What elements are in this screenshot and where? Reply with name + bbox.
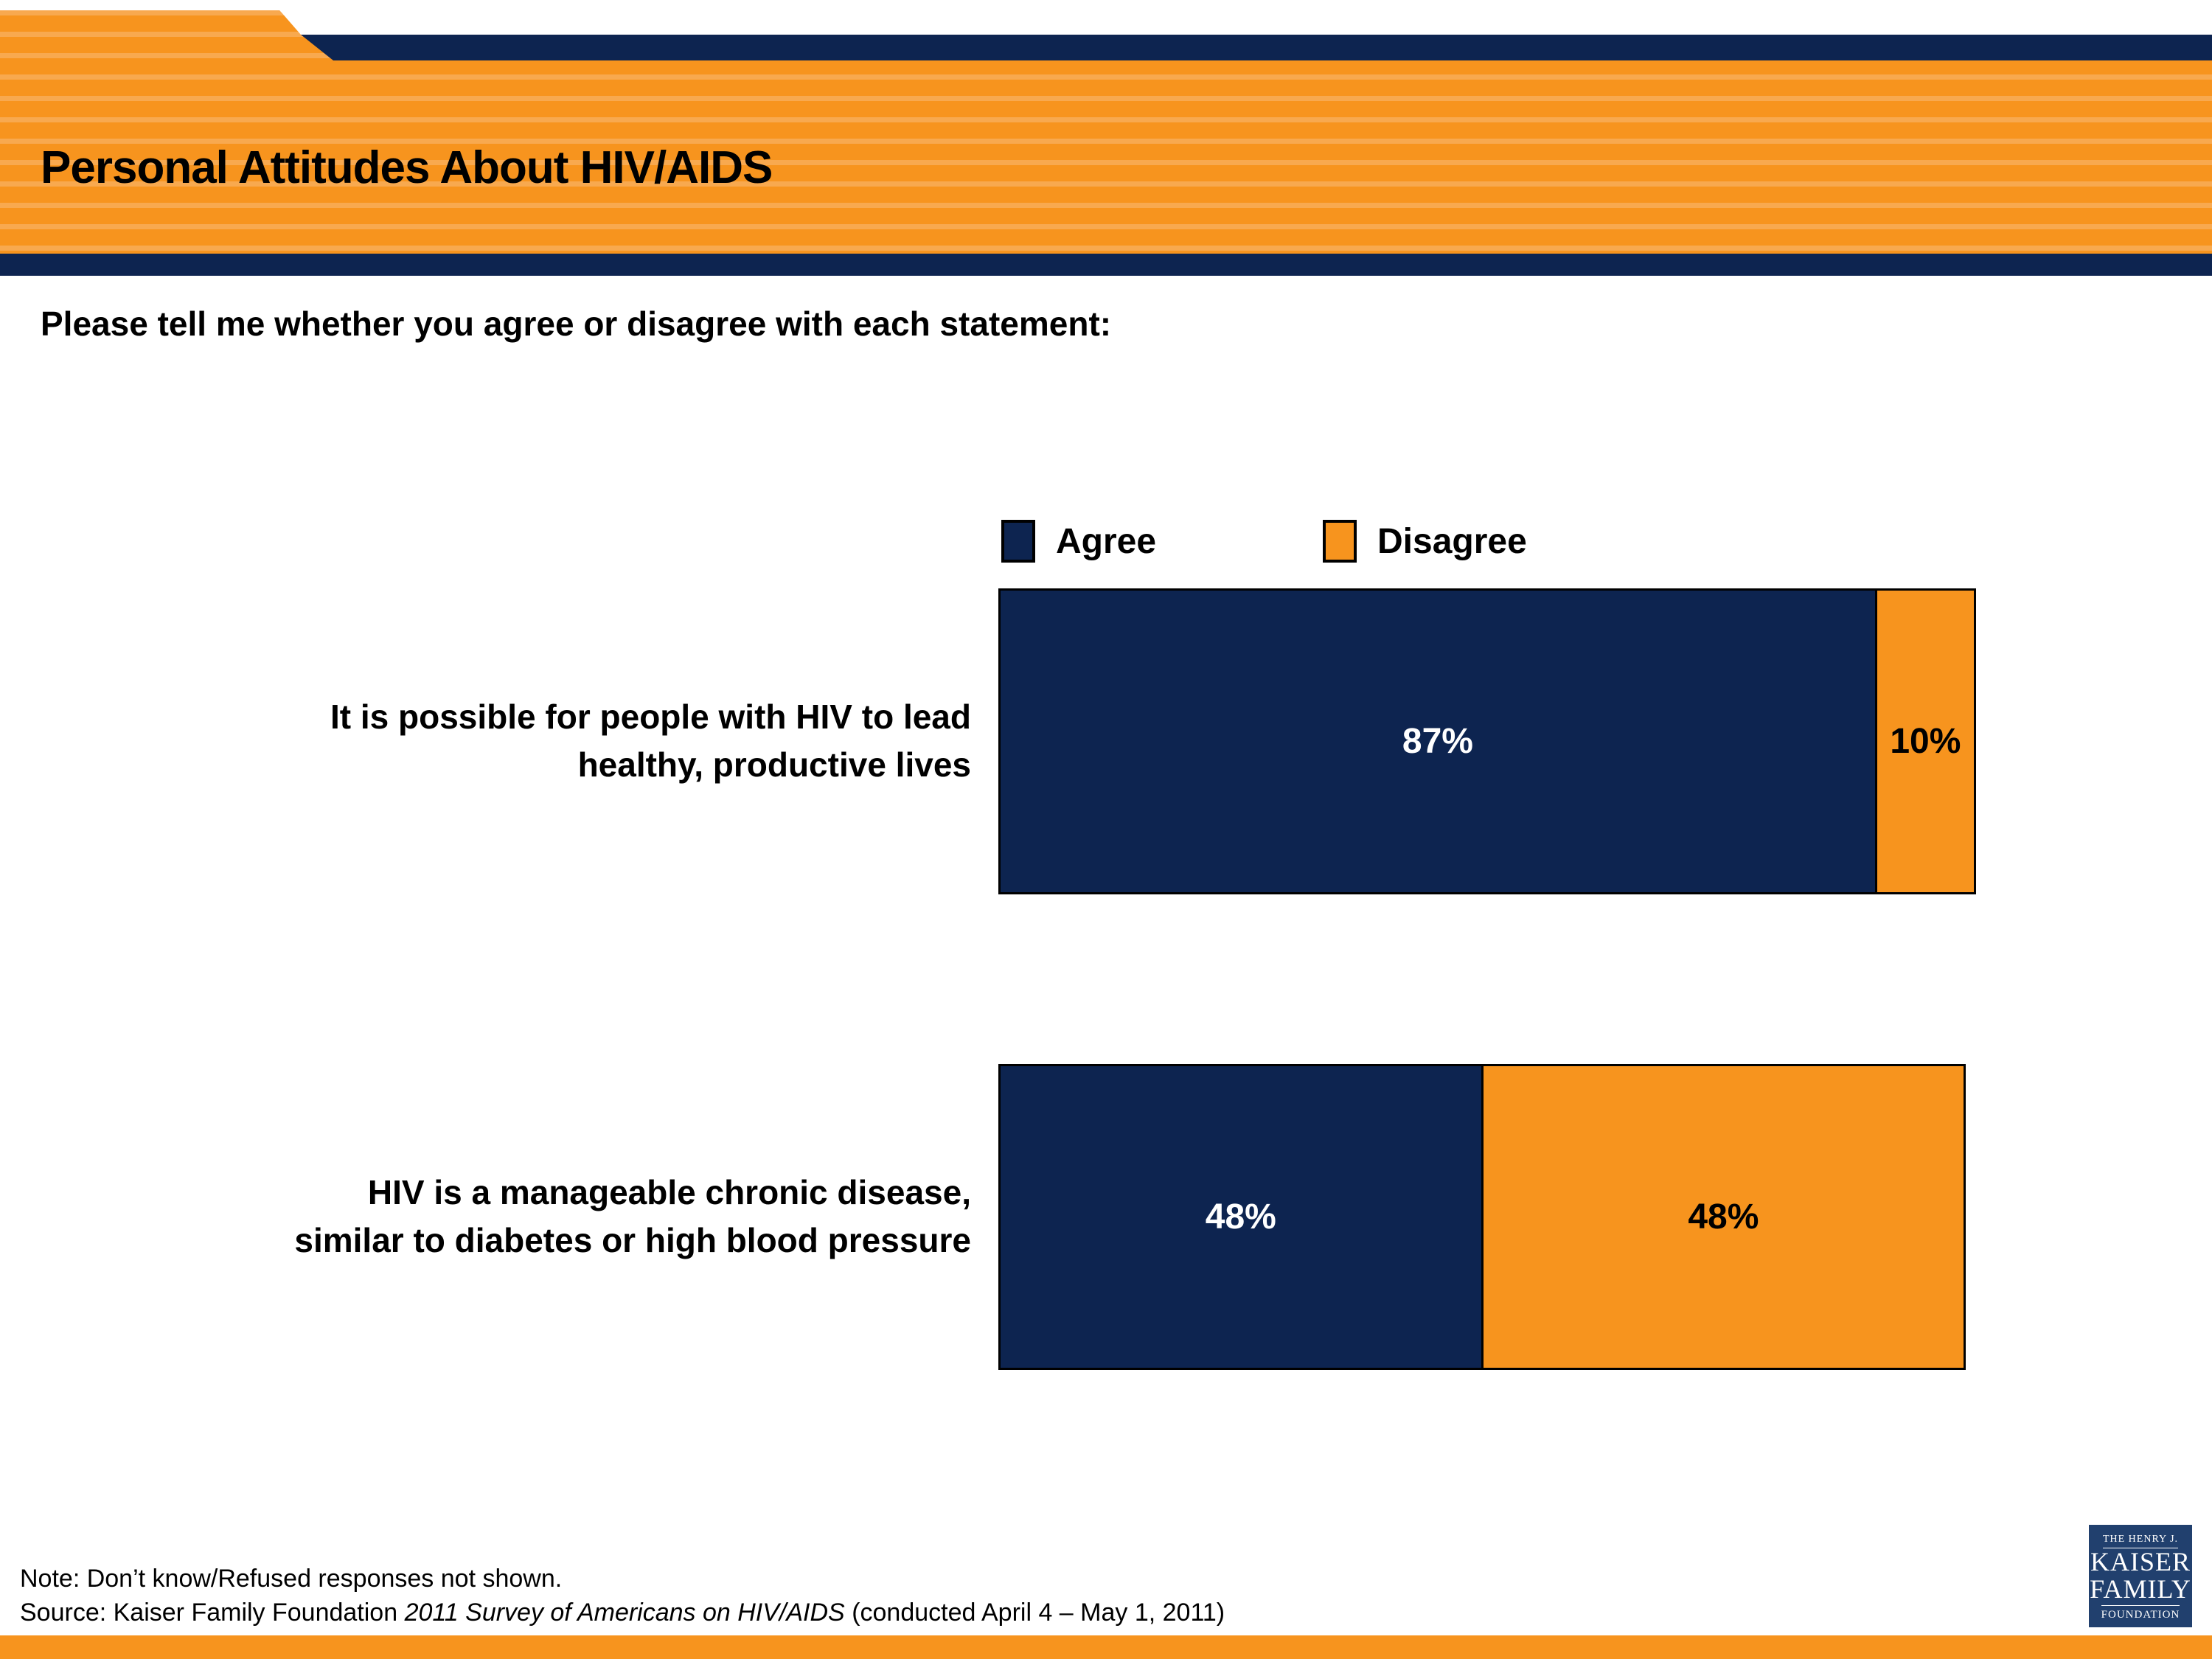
bar-1-disagree-segment: 10% xyxy=(1874,588,1976,894)
bar-row-1: 87% 10% xyxy=(998,588,1976,894)
legend-swatch-agree xyxy=(1001,520,1035,563)
source-prefix: Source: Kaiser Family Foundation xyxy=(20,1599,405,1627)
bar-2-agree-segment: 48% xyxy=(998,1064,1484,1370)
logo-line-the-henry-j: THE HENRY J. xyxy=(2102,1534,2179,1548)
source-survey-name: 2011 Survey of Americans on HIV/AIDS xyxy=(404,1599,845,1627)
note-line: Note: Don’t know/Refused responses not s… xyxy=(20,1565,563,1593)
legend-item-agree: Agree xyxy=(1001,518,1156,565)
logo-line-kaiser: KAISER xyxy=(2090,1547,2191,1576)
question-subtitle: Please tell me whether you agree or disa… xyxy=(41,305,1112,343)
bar-1-disagree-value: 10% xyxy=(1890,722,1961,761)
bar-2-disagree-segment: 48% xyxy=(1481,1064,1966,1370)
page-title: Personal Attitudes About HIV/AIDS xyxy=(41,142,773,193)
bar-1-agree-segment: 87% xyxy=(998,588,1877,894)
category-label-1-line1: It is possible for people with HIV to le… xyxy=(330,698,971,736)
category-label-1-line2: healthy, productive lives xyxy=(577,745,971,784)
header-navy-ribbon xyxy=(301,35,2212,60)
category-label-2-line1: HIV is a manageable chronic disease, xyxy=(367,1173,971,1211)
category-label-2: HIV is a manageable chronic disease, sim… xyxy=(111,1169,971,1265)
kaiser-family-foundation-logo: THE HENRY J. KAISER FAMILY FOUNDATION xyxy=(2089,1525,2192,1627)
header-white-notch xyxy=(271,0,2212,35)
logo-line-foundation: FOUNDATION xyxy=(2101,1605,2180,1621)
header-navy-divider xyxy=(0,254,2212,276)
logo-line-family: FAMILY xyxy=(2090,1574,2191,1604)
source-line: Source: Kaiser Family Foundation 2011 Su… xyxy=(20,1596,1225,1630)
legend-item-disagree: Disagree xyxy=(1323,518,1527,565)
bar-1-agree-value: 87% xyxy=(1402,722,1473,761)
bar-2-disagree-value: 48% xyxy=(1688,1197,1759,1237)
footnotes: Note: Don’t know/Refused responses not s… xyxy=(20,1562,1225,1630)
legend-swatch-disagree xyxy=(1323,520,1357,563)
bar-2-agree-value: 48% xyxy=(1205,1197,1276,1237)
bar-row-2: 48% 48% xyxy=(998,1064,1966,1370)
category-label-2-line2: similar to diabetes or high blood pressu… xyxy=(294,1221,971,1259)
category-label-1: It is possible for people with HIV to le… xyxy=(111,693,971,789)
legend-label-disagree: Disagree xyxy=(1377,521,1527,561)
source-suffix: (conducted April 4 – May 1, 2011) xyxy=(844,1599,1225,1627)
footer-orange-band xyxy=(0,1635,2212,1659)
legend-label-agree: Agree xyxy=(1056,521,1157,561)
